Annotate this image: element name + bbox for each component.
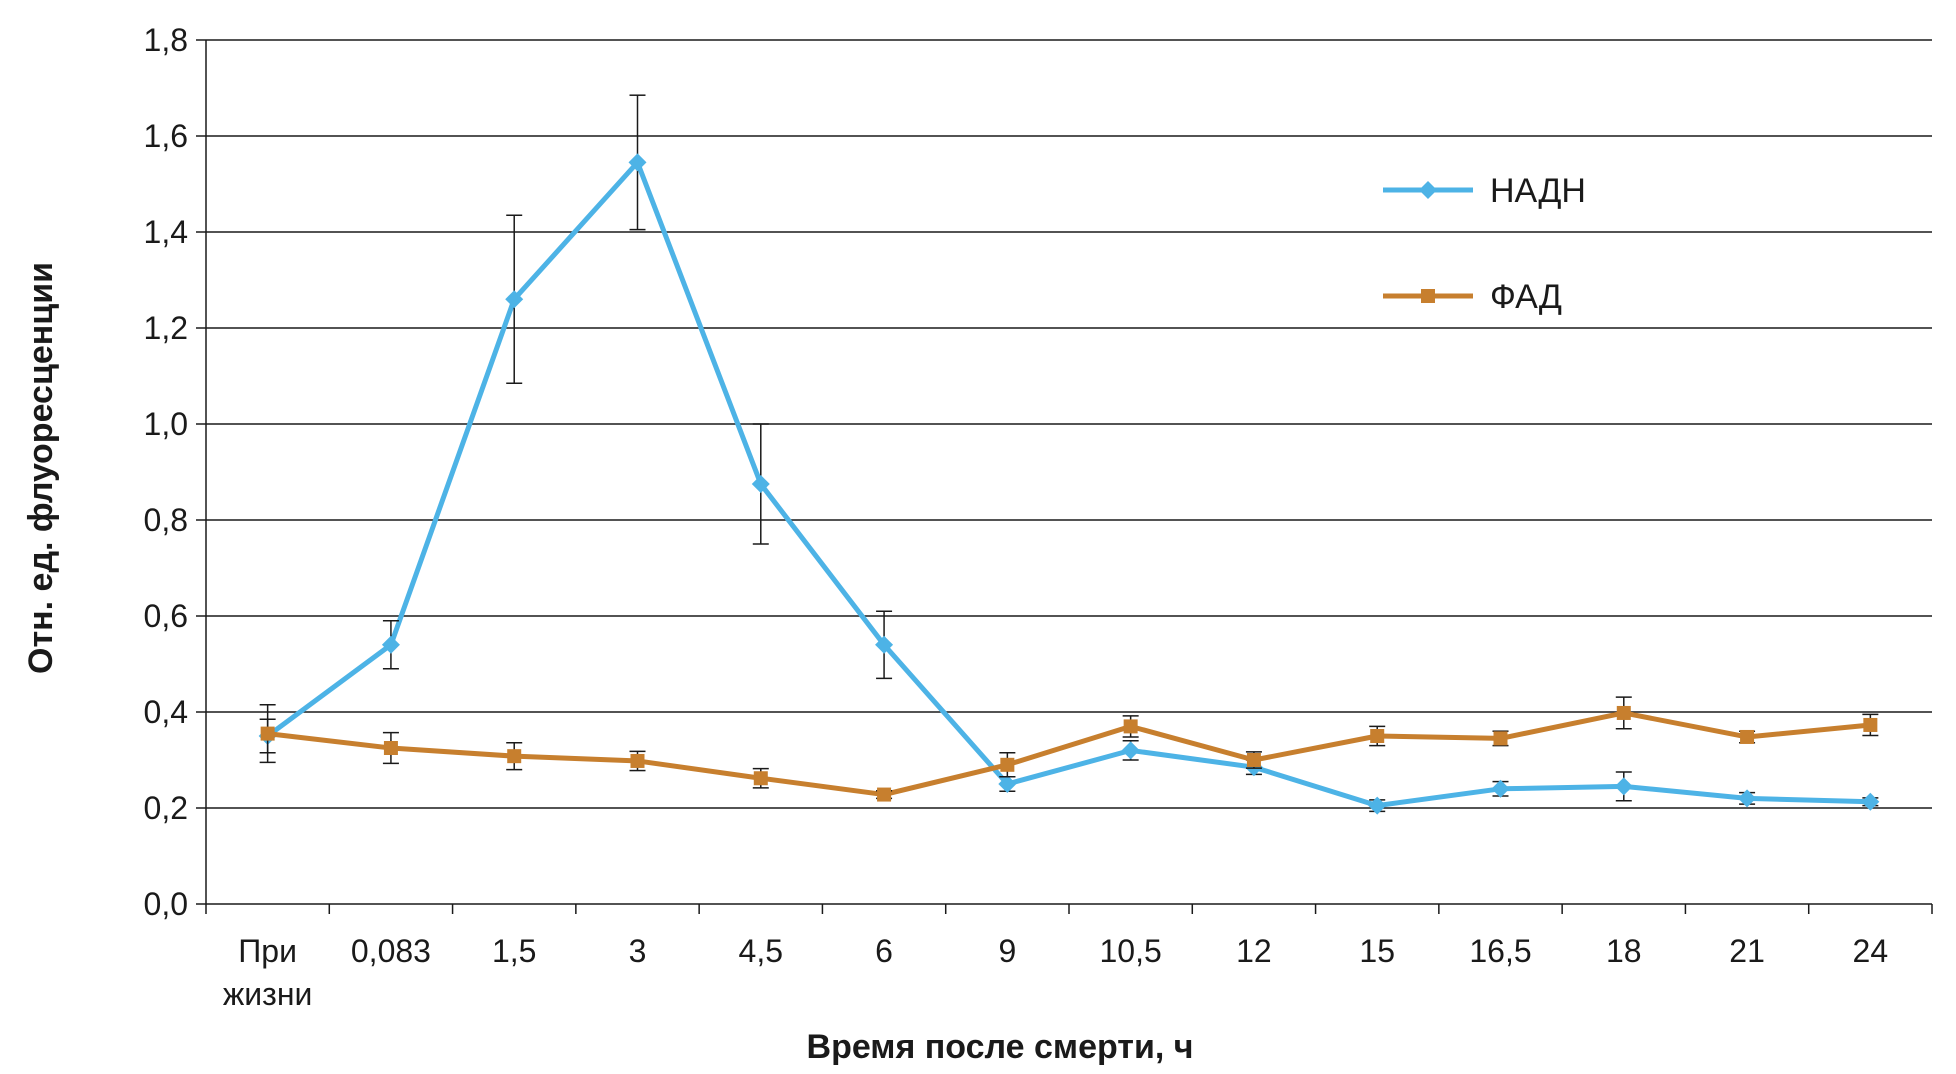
axis-layer: 0,0 0,2 0,4 0,6 0,8 1,0 1,2 1,4 1,6 1,8 При жизни 0,… (144, 22, 1933, 1012)
data-point-diamond (381, 635, 400, 654)
x-tick-label: 16,5 (1469, 933, 1531, 969)
x-tick-label: 10,5 (1100, 933, 1162, 969)
legend-label: НАДН (1490, 172, 1586, 210)
x-tick-label: 12 (1236, 933, 1272, 969)
data-point-diamond (1861, 792, 1880, 811)
data-point-diamond (875, 635, 894, 654)
data-point-diamond (1368, 796, 1387, 815)
y-tick-label: 0,8 (144, 502, 188, 538)
series-line (267, 710, 1871, 798)
legend-label: ФАД (1490, 278, 1562, 316)
grid-layer (206, 39, 1932, 809)
data-point-square (383, 741, 398, 755)
y-tick-label: 0,4 (144, 694, 188, 730)
y-tick-label: 0,2 (144, 790, 188, 826)
x-tick-label: 0,083 (351, 933, 431, 969)
data-point-square (1493, 731, 1508, 746)
x-tick-label: 1,5 (492, 933, 536, 969)
y-tick-label: 1,0 (144, 406, 188, 442)
data-point-square (1246, 753, 1261, 767)
y-tick-label: 1,8 (144, 22, 188, 58)
x-tick-label: При (238, 933, 297, 969)
legend-item-1: НАДН (1383, 172, 1586, 210)
x-axis-title: Время после смерти, ч (807, 1028, 1194, 1066)
x-tick-label: 4,5 (739, 933, 783, 969)
legend: НАДН ФАД (1383, 172, 1586, 316)
data-point-square (1123, 719, 1138, 734)
x-tick-label: 18 (1606, 933, 1642, 969)
data-point-square (1863, 717, 1878, 732)
y-tick-label: 1,2 (144, 310, 188, 346)
data-point-square (1616, 705, 1631, 720)
data-point-diamond (751, 475, 770, 493)
x-tick-label: 9 (998, 933, 1016, 969)
data-point-diamond (505, 290, 524, 309)
series-line (266, 159, 1871, 809)
x-tick-label: 15 (1359, 933, 1395, 969)
x-tick-label: 21 (1729, 933, 1765, 969)
x-tick-label: 6 (875, 933, 893, 969)
data-point-diamond (998, 775, 1017, 793)
y-tick-label: 0,6 (144, 598, 188, 634)
legend-item-2: ФАД (1383, 278, 1562, 316)
data-point-square (877, 787, 892, 802)
data-point-square (1740, 729, 1755, 744)
series-1 (258, 94, 1880, 815)
x-tick-label: 3 (629, 933, 647, 969)
data-point-square (1000, 757, 1015, 772)
x-tick-label: 24 (1853, 933, 1889, 969)
series-layer (258, 94, 1880, 815)
data-point-diamond (1121, 741, 1140, 760)
series-2 (259, 696, 1879, 802)
y-tick-label: 0,0 (144, 886, 188, 922)
data-point-square (1370, 729, 1385, 743)
y-tick-label: 1,4 (144, 214, 188, 250)
legend-marker-diamond (1419, 181, 1437, 199)
legend-marker-square (1421, 289, 1435, 303)
data-point-diamond (1738, 789, 1757, 808)
data-point-square (260, 726, 275, 741)
data-point-diamond (1491, 779, 1510, 798)
data-point-diamond (628, 153, 647, 172)
x-tick-label: жизни (223, 976, 313, 1012)
data-point-square (753, 771, 768, 786)
y-axis-title: Отн. ед. флуоресценции (22, 262, 60, 674)
y-tick-label: 1,6 (144, 118, 188, 154)
data-point-square (507, 749, 522, 764)
data-point-diamond (1614, 777, 1633, 796)
data-point-square (630, 753, 645, 768)
